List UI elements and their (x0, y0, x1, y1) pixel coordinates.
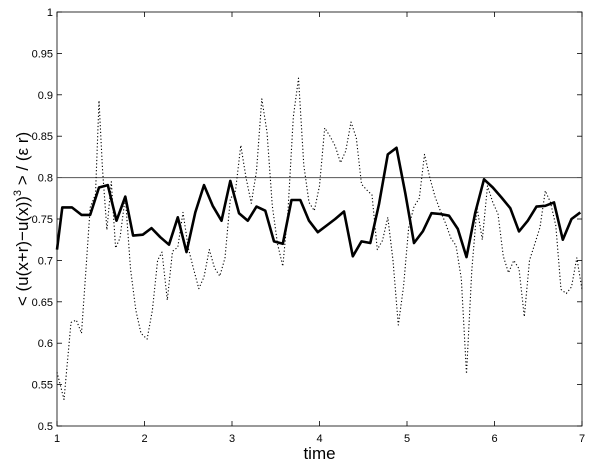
x-axis-label: time (303, 444, 335, 463)
y-axis-label: < (u(x+r)−u(x))3 > / (ε r) (12, 132, 32, 306)
y-tick-label: 0.6 (38, 338, 53, 350)
y-axis-label-main: < (u(x+r)−u(x)) (13, 196, 32, 306)
y-tick-label: 0.85 (32, 131, 53, 143)
y-tick-label: 0.65 (32, 297, 53, 309)
x-tick-label: 7 (579, 433, 585, 445)
x-tick-label: 3 (229, 433, 235, 445)
y-tick-label: 1 (47, 7, 53, 19)
y-tick-label: 0.9 (38, 90, 53, 102)
x-tick-label: 5 (404, 433, 410, 445)
x-tick-label: 1 (54, 433, 60, 445)
axis-ticks (56, 11, 583, 427)
x-tick-label: 6 (491, 433, 497, 445)
x-tick-label: 2 (141, 433, 147, 445)
y-tick-label: 0.5 (38, 421, 53, 433)
y-axis-label-exponent: 3 (12, 190, 24, 196)
plot-frame (56, 11, 583, 427)
y-tick-label: 0.75 (32, 214, 53, 226)
x-tick-label: 4 (316, 433, 322, 445)
axis-tick-labels: 1 2 3 4 5 6 7 0.5 0.55 0.6 0.65 0.7 0.75 0.8 0.85 0.9 0.… (32, 7, 585, 445)
solid-series-line (55, 146, 582, 259)
y-tick-label: 0.8 (38, 173, 53, 185)
y-tick-label: 0.7 (38, 255, 53, 267)
y-tick-label: 0.55 (32, 380, 53, 392)
dotted-series-line (56, 77, 583, 401)
series-layer (55, 77, 583, 401)
y-tick-label: 0.95 (32, 48, 53, 60)
y-axis-label-tail: > / (ε r) (13, 132, 32, 190)
